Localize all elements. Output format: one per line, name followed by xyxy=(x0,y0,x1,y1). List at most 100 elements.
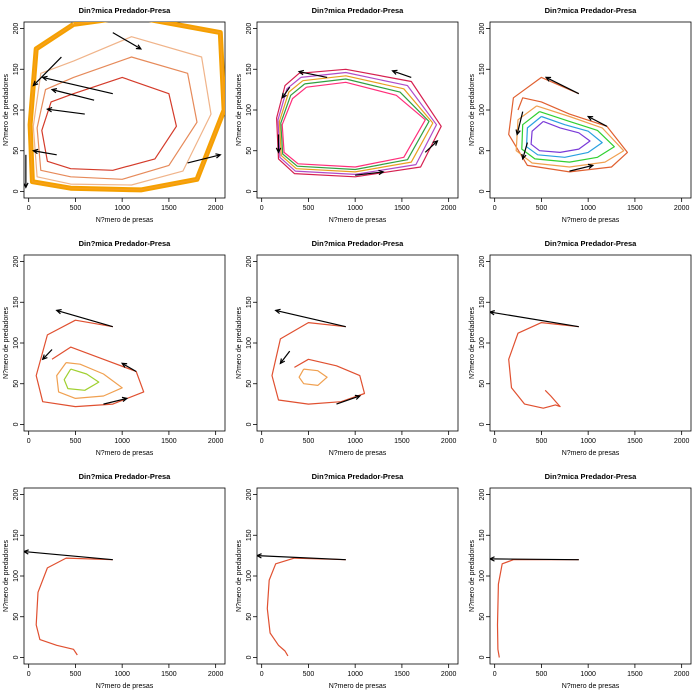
x-tick-label: 2000 xyxy=(674,438,690,445)
arrow-7 xyxy=(33,150,57,156)
x-tick-label: 0 xyxy=(27,671,31,678)
panel-2: Din?mica Predador-Presa 0 500 1000 1500 2000 0… xyxy=(236,6,459,224)
plot-frame xyxy=(256,254,459,432)
x-tick-label: 0 xyxy=(493,671,497,678)
arrowhead-1 xyxy=(274,308,281,315)
x-tick-label: 2000 xyxy=(208,205,224,212)
y-tick-label: 100 xyxy=(479,104,486,116)
x-tick-label: 500 xyxy=(303,438,315,445)
trajectory-2 xyxy=(515,105,625,168)
arrowhead-8 xyxy=(24,182,29,189)
arrowhead-5 xyxy=(432,140,439,146)
arrow-2 xyxy=(279,350,291,364)
y-axis-label: N?mero de predadores xyxy=(236,540,243,612)
arrow-5 xyxy=(522,142,528,160)
x-tick-label: 0 xyxy=(260,671,264,678)
y-tick-label: 0 xyxy=(246,189,253,193)
trajectory-1 xyxy=(41,76,177,171)
x-tick-label: 500 xyxy=(536,438,548,445)
arrowhead-1 xyxy=(544,76,552,82)
x-tick-label: 0 xyxy=(260,438,264,445)
arrow-1 xyxy=(56,309,113,328)
x-tick-label: 1500 xyxy=(627,671,643,678)
y-tick-label: 50 xyxy=(479,147,486,155)
x-tick-label: 1500 xyxy=(394,671,410,678)
trajectory-1 xyxy=(35,557,113,656)
x-tick-label: 500 xyxy=(70,671,82,678)
panel-7: Din?mica Predador-Presa 0 500 1000 1500 2000 0… xyxy=(3,472,226,690)
panel-title: Din?mica Predador-Presa xyxy=(79,472,172,481)
trajectory-4 xyxy=(280,78,430,171)
x-tick-label: 500 xyxy=(536,671,548,678)
y-tick-label: 100 xyxy=(479,570,486,582)
arrow-1 xyxy=(298,71,328,78)
y-tick-label: 50 xyxy=(13,613,20,621)
plot-area xyxy=(275,68,442,178)
y-axis-label: N?mero de predadores xyxy=(469,74,476,146)
y-tick-label: 100 xyxy=(13,570,20,582)
x-axis-label: N?mero de presas xyxy=(562,450,620,457)
trajectory-3 xyxy=(521,111,615,163)
arrowhead-1 xyxy=(490,310,495,316)
arrowhead-1 xyxy=(24,549,29,555)
y-tick-label: 0 xyxy=(246,655,253,659)
arrowhead-5 xyxy=(135,44,143,50)
panel-1: Din?mica Predador-Presa 0 500 1000 1500 2000 0… xyxy=(3,6,226,224)
plot-area xyxy=(490,310,579,409)
x-tick-label: 2000 xyxy=(441,205,457,212)
y-tick-label: 150 xyxy=(246,529,253,541)
arrowhead-4 xyxy=(586,115,594,121)
y-tick-label: 150 xyxy=(246,296,253,308)
arrow-4 xyxy=(355,171,384,176)
arrowhead-4 xyxy=(32,80,39,87)
panel-title: Din?mica Predador-Presa xyxy=(79,239,172,248)
trajectory-3 xyxy=(63,368,100,391)
x-tick-label: 1000 xyxy=(114,205,130,212)
trajectory-3 xyxy=(32,36,212,186)
trajectory-4 xyxy=(525,115,603,158)
x-tick-label: 500 xyxy=(70,205,82,212)
trajectory-2 xyxy=(56,362,123,399)
arrow-1 xyxy=(42,76,113,95)
x-tick-label: 1000 xyxy=(114,438,130,445)
arrow-2 xyxy=(516,111,524,135)
trajectory-4 xyxy=(29,22,225,191)
arrowhead-5 xyxy=(521,153,527,161)
x-tick-label: 2000 xyxy=(208,438,224,445)
x-axis-label: N?mero de presas xyxy=(96,683,154,690)
arrow-3 xyxy=(47,108,85,115)
panel-title: Din?mica Predador-Presa xyxy=(79,6,172,15)
panel-4: Din?mica Predador-Presa 0 500 1000 1500 2000 0… xyxy=(3,239,226,457)
y-tick-label: 50 xyxy=(246,147,253,155)
x-tick-label: 500 xyxy=(70,438,82,445)
plot-area xyxy=(271,308,366,405)
x-tick-label: 0 xyxy=(27,438,31,445)
x-tick-label: 1500 xyxy=(627,438,643,445)
trajectory-2 xyxy=(277,71,438,175)
arrowhead-2 xyxy=(279,358,286,365)
arrowhead-1 xyxy=(257,553,262,559)
x-tick-label: 1500 xyxy=(394,205,410,212)
y-tick-label: 200 xyxy=(13,23,20,35)
plot-area xyxy=(490,556,579,658)
y-tick-label: 100 xyxy=(479,337,486,349)
x-tick-label: 2000 xyxy=(674,671,690,678)
panel-title: Din?mica Predador-Presa xyxy=(545,6,638,15)
arrow-1 xyxy=(490,311,579,328)
arrow-6 xyxy=(187,154,221,164)
x-axis-label: N?mero de presas xyxy=(329,450,387,457)
y-tick-label: 100 xyxy=(246,570,253,582)
trajectory-1 xyxy=(276,68,442,178)
arrowhead-1 xyxy=(55,308,62,315)
x-axis-label: N?mero de presas xyxy=(96,450,154,457)
x-axis-label: N?mero de presas xyxy=(329,217,387,224)
x-axis-label: N?mero de presas xyxy=(562,217,620,224)
arrow-2 xyxy=(281,86,291,99)
panel-5: Din?mica Predador-Presa 0 500 1000 1500 2000 0… xyxy=(236,239,459,457)
arrowhead-1 xyxy=(490,556,495,562)
arrow-3 xyxy=(103,397,127,405)
x-tick-label: 0 xyxy=(493,438,497,445)
y-tick-label: 200 xyxy=(13,489,20,501)
arrow-3 xyxy=(336,395,361,405)
